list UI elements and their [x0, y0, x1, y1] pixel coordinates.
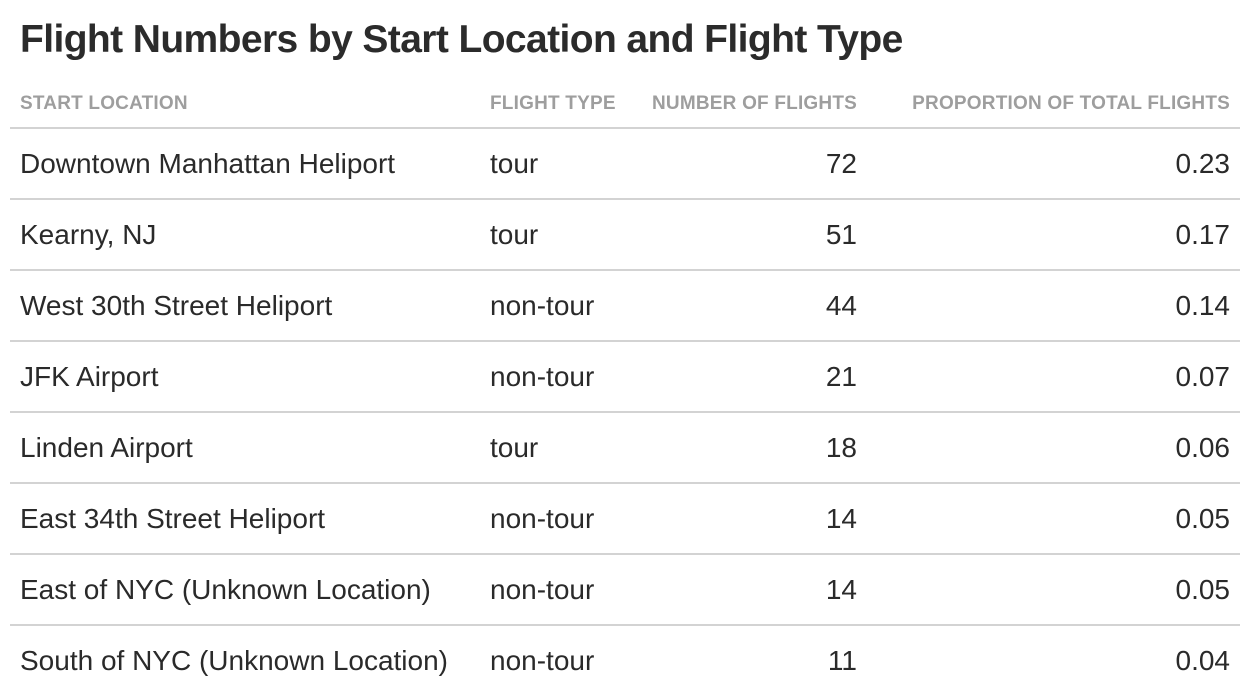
- table-row: South of NYC (Unknown Location) non-tour 1…: [10, 625, 1240, 695]
- page-title: Flight Numbers by Start Location and Fli…: [20, 18, 903, 61]
- cell-number-of-flights: 14: [635, 483, 867, 555]
- table-body: Downtown Manhattan Heliport tour 72 0.23 Kea…: [10, 128, 1240, 695]
- cell-number-of-flights: 18: [635, 412, 867, 484]
- table-row: Linden Airport tour 18 0.06: [10, 412, 1240, 484]
- cell-start-location: Kearny, NJ: [10, 199, 480, 271]
- cell-proportion: 0.05: [867, 554, 1240, 626]
- cell-number-of-flights: 21: [635, 341, 867, 413]
- cell-proportion: 0.14: [867, 270, 1240, 342]
- cell-proportion: 0.07: [867, 341, 1240, 413]
- cell-number-of-flights: 72: [635, 128, 867, 200]
- cell-flight-type: non-tour: [480, 341, 635, 413]
- cell-proportion: 0.17: [867, 199, 1240, 271]
- cell-flight-type: tour: [480, 128, 635, 200]
- cell-flight-type: non-tour: [490, 644, 595, 676]
- cell-start-location: West 30th Street Heliport: [10, 270, 480, 342]
- cell-start-location: East of NYC (Unknown Location): [10, 554, 480, 626]
- cell-number-of-flights: 51: [635, 199, 867, 271]
- cell-proportion: 0.04: [1175, 644, 1231, 676]
- flights-table: START LOCATION FLIGHT TYPE NUMBER OF FLI…: [10, 80, 1240, 695]
- header-flight-type: FLIGHT TYPE: [480, 80, 635, 129]
- cell-start-location: East 34th Street Heliport: [10, 483, 480, 555]
- header-proportion: PROPORTION OF TOTAL FLIGHTS: [867, 80, 1240, 129]
- cell-flight-type: non-tour: [480, 270, 635, 342]
- cell-start-location: JFK Airport: [10, 341, 480, 413]
- cell-proportion: 0.23: [867, 128, 1240, 200]
- cell-flight-type: non-tour: [480, 483, 635, 555]
- cell-start-location: South of NYC (Unknown Location): [20, 644, 448, 676]
- table-row: West 30th Street Heliport non-tour 44 0.14: [10, 270, 1240, 342]
- cell-flight-type: non-tour: [480, 554, 635, 626]
- table-row: East 34th Street Heliport non-tour 14 0.05: [10, 483, 1240, 555]
- table-row: East of NYC (Unknown Location) non-tour 14…: [10, 554, 1240, 626]
- table-row: JFK Airport non-tour 21 0.07: [10, 341, 1240, 413]
- table-header: START LOCATION FLIGHT TYPE NUMBER OF FLI…: [10, 80, 1240, 129]
- cell-number-of-flights: 11: [827, 644, 857, 676]
- cell-start-location: Downtown Manhattan Heliport: [10, 128, 480, 200]
- cell-flight-type: tour: [480, 412, 635, 484]
- cell-start-location: Linden Airport: [10, 412, 480, 484]
- header-number-of-flights: NUMBER OF FLIGHTS: [635, 80, 867, 129]
- cell-flight-type: tour: [480, 199, 635, 271]
- table-row: Kearny, NJ tour 51 0.17: [10, 199, 1240, 271]
- cell-proportion: 0.05: [867, 483, 1240, 555]
- cell-number-of-flights: 44: [635, 270, 867, 342]
- cell-proportion: 0.06: [867, 412, 1240, 484]
- table-row: Downtown Manhattan Heliport tour 72 0.23: [10, 128, 1240, 200]
- header-start-location: START LOCATION: [10, 80, 480, 129]
- header-row: START LOCATION FLIGHT TYPE NUMBER OF FLI…: [10, 80, 1240, 129]
- cell-number-of-flights: 14: [635, 554, 867, 626]
